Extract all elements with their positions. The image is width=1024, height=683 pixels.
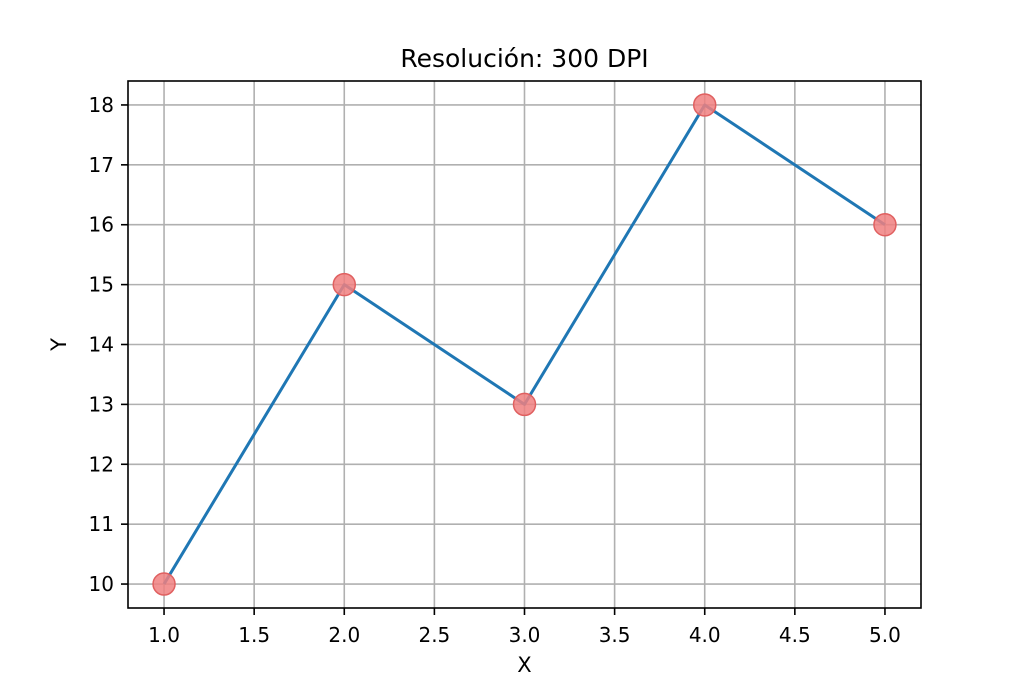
data-point-marker <box>152 572 176 596</box>
x-tick-label: 1.0 <box>148 623 180 647</box>
y-tick-label: 12 <box>89 452 114 476</box>
axis-ticks: 1.0 1.5 2.0 2.5 3.0 3.5 4.0 4.5 5.0 10 11 12 13 14 15 1… <box>89 93 901 647</box>
data-point-marker <box>692 93 717 117</box>
data-point-marker <box>873 212 897 237</box>
data-point-marker <box>332 272 357 297</box>
x-tick-label: 2.0 <box>328 623 360 647</box>
data-point-marker <box>512 392 537 417</box>
x-tick-label: 1.5 <box>238 623 270 647</box>
y-axis-label: Y <box>47 338 71 352</box>
chart-title: Resolución: 300 DPI <box>400 44 648 73</box>
x-tick-label: 3.0 <box>509 623 541 647</box>
y-tick-label: 16 <box>89 213 114 237</box>
x-tick-label: 3.5 <box>599 623 631 647</box>
x-tick-label: 4.5 <box>779 623 811 647</box>
y-tick-label: 13 <box>89 392 114 416</box>
x-axis-label: X <box>517 653 531 677</box>
x-tick-label: 5.0 <box>869 623 901 647</box>
y-tick-label: 10 <box>89 572 114 596</box>
x-tick-label: 2.5 <box>418 623 450 647</box>
y-tick-label: 15 <box>89 273 114 297</box>
x-tick-label: 4.0 <box>689 623 721 647</box>
grid <box>128 81 921 608</box>
y-tick-label: 18 <box>89 93 114 117</box>
y-tick-label: 11 <box>89 512 114 536</box>
y-tick-label: 14 <box>89 333 114 357</box>
data-points <box>152 93 897 596</box>
y-tick-label: 17 <box>89 153 114 177</box>
